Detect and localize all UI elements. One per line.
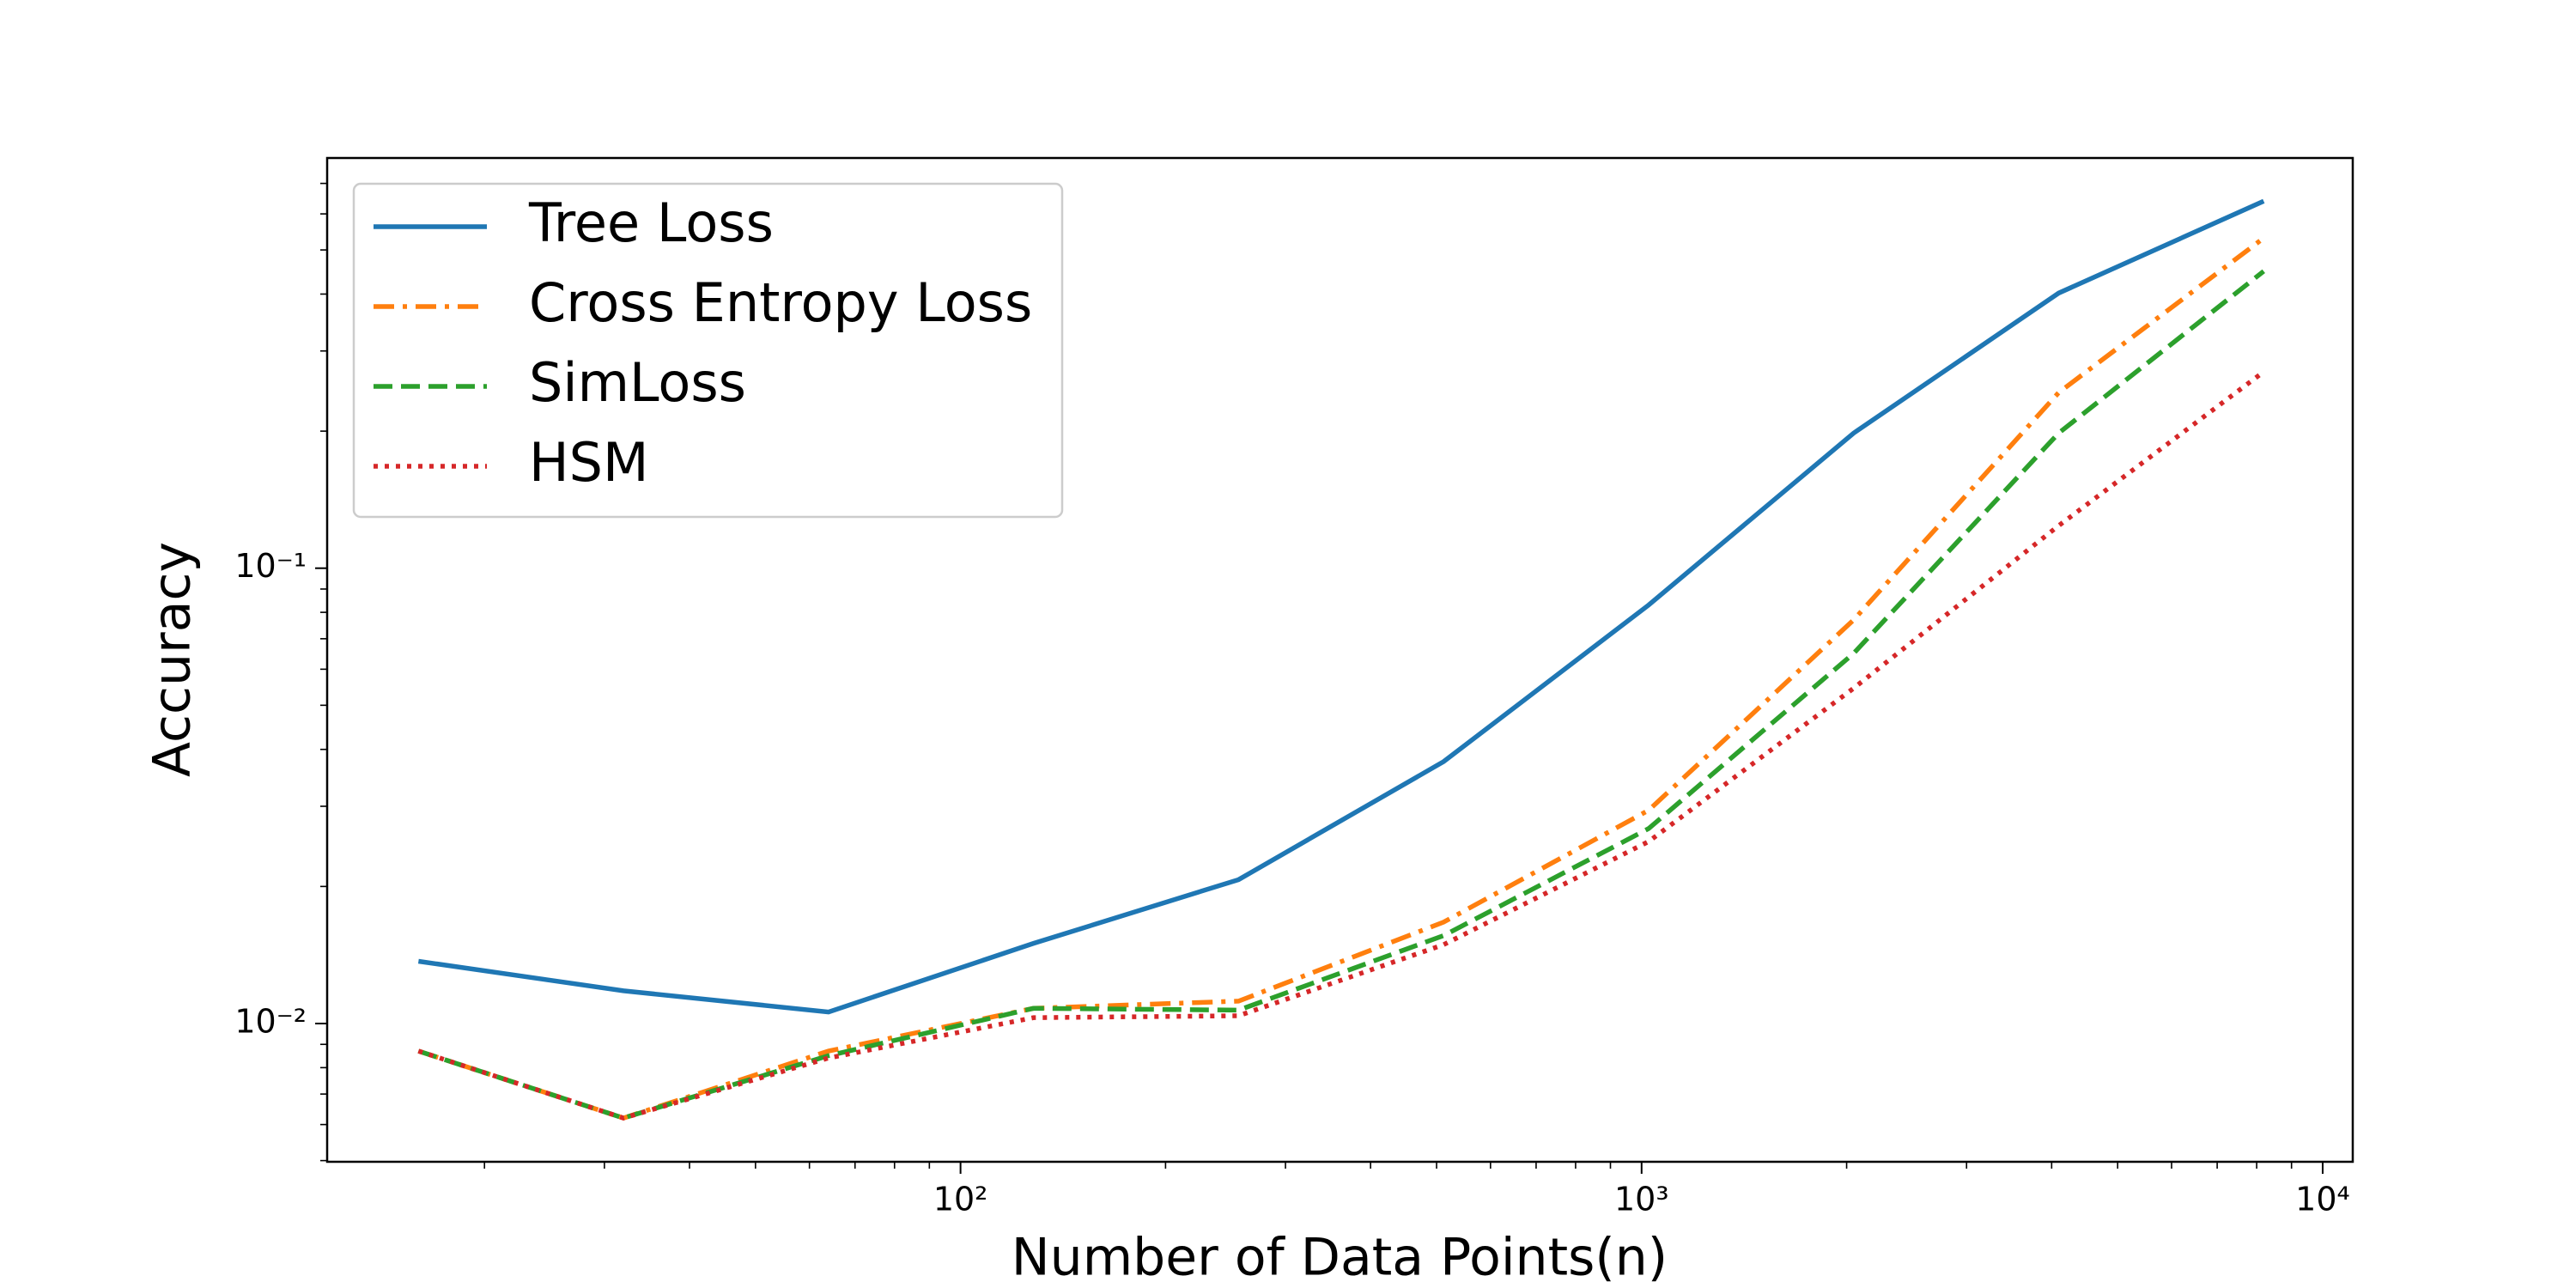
y-axis-title: Accuracy [143,542,203,777]
plot-frame [325,156,2354,1163]
series-line [417,236,2265,1121]
series-line [417,369,2265,1121]
legend-label: SimLoss [529,351,746,414]
x-tick-label: 10⁴ [2295,1181,2350,1218]
y-tick-label: 10⁻¹ [234,547,307,585]
x-axis-title: Number of Data Points(n) [1012,1228,1668,1288]
legend: Tree Loss Cross Entropy Loss SimLoss HSM [352,182,1064,519]
series-line [417,269,2265,1121]
legend-label: HSM [529,431,648,494]
x-tick-label: 10² [933,1181,988,1218]
legend-label: Cross Entropy Loss [529,271,1032,334]
plot-lines [417,198,2265,1121]
legend-box [352,182,1064,519]
series-line [417,198,2265,1015]
x-tick-label: 10³ [1614,1181,1669,1218]
y-tick-label: 10⁻² [234,1002,307,1040]
legend-label: Tree Loss [528,191,774,254]
